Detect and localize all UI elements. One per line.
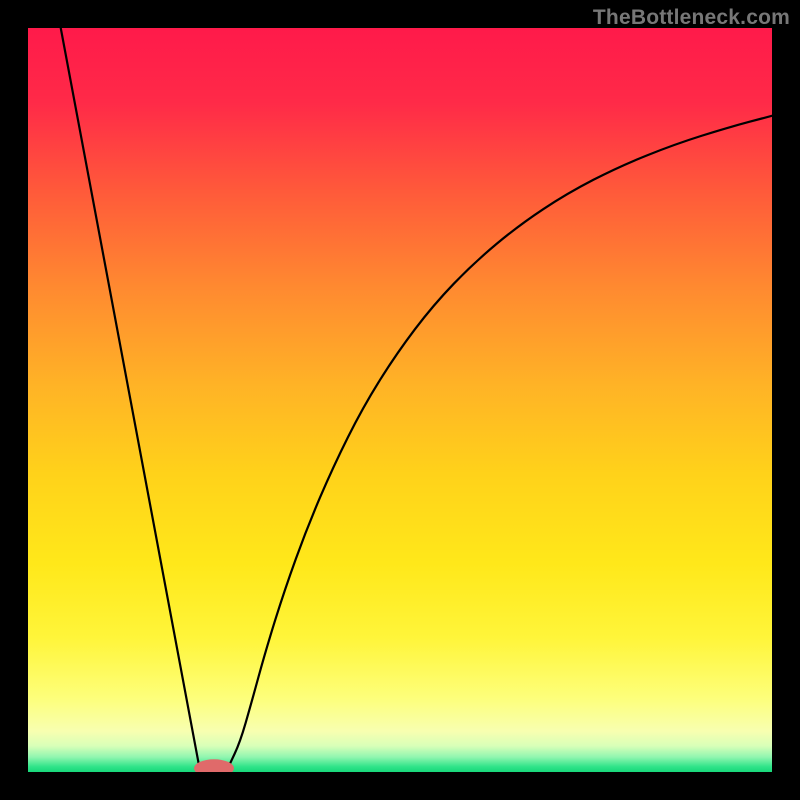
heatmap-background bbox=[28, 28, 772, 772]
bottleneck-chart: TheBottleneck.com bbox=[0, 0, 800, 800]
chart-svg bbox=[0, 0, 800, 800]
watermark-text: TheBottleneck.com bbox=[593, 6, 790, 30]
